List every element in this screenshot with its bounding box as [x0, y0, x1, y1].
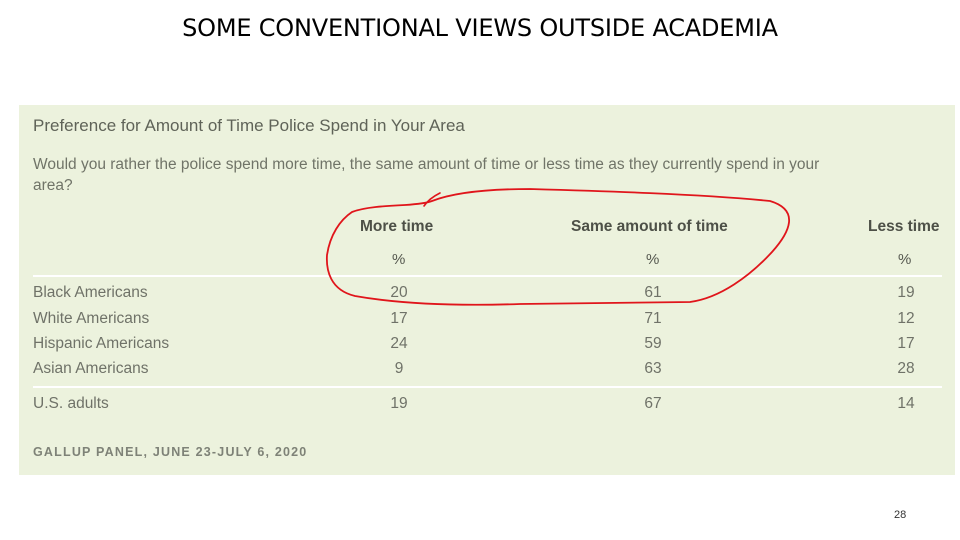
cell-less-time: 17 — [897, 335, 915, 352]
table-row: Asian Americans 9 63 28 — [19, 360, 955, 382]
cell-more-time: 17 — [390, 310, 408, 327]
cell-more-time: 20 — [390, 284, 408, 301]
row-label: Hispanic Americans — [33, 335, 170, 352]
cell-same-time: 67 — [644, 395, 662, 412]
column-header-same-time: Same amount of time — [571, 218, 728, 235]
unit-same-time: % — [646, 251, 660, 268]
panel-heading: Preference for Amount of Time Police Spe… — [33, 116, 465, 135]
cell-less-time: 14 — [897, 395, 915, 412]
source-note: GALLUP PANEL, JUNE 23-JULY 6, 2020 — [33, 445, 308, 459]
annotation-stroke-tail — [423, 192, 441, 207]
table-row: Black Americans 20 61 19 — [19, 284, 955, 306]
row-label: White Americans — [33, 310, 150, 327]
survey-question: Would you rather the police spend more t… — [33, 156, 820, 194]
cell-less-time: 19 — [897, 284, 915, 301]
row-label: U.S. adults — [33, 395, 109, 412]
row-label: Asian Americans — [33, 360, 149, 377]
header-divider — [33, 275, 942, 277]
table-row: White Americans 17 71 12 — [19, 310, 955, 332]
survey-panel: Preference for Amount of Time Police Spe… — [19, 105, 955, 475]
column-header-less-time: Less time — [868, 218, 940, 235]
unit-more-time: % — [392, 251, 406, 268]
annotation-stroke — [325, 188, 790, 306]
column-header-more-time: More time — [360, 218, 434, 235]
cell-same-time: 63 — [644, 360, 662, 377]
table-row: Hispanic Americans 24 59 17 — [19, 335, 955, 357]
row-label: Black Americans — [33, 284, 148, 301]
cell-more-time: 9 — [394, 360, 404, 377]
table-row-total: U.S. adults 19 67 14 — [19, 395, 955, 417]
cell-more-time: 19 — [390, 395, 408, 412]
cell-less-time: 28 — [897, 360, 915, 377]
cell-less-time: 12 — [897, 310, 915, 327]
page-number: 28 — [894, 509, 907, 521]
unit-less-time: % — [898, 251, 912, 268]
cell-same-time: 71 — [644, 310, 662, 327]
slide-title: SOME CONVENTIONAL VIEWS OUTSIDE ACADEMIA — [182, 14, 778, 42]
cell-same-time: 59 — [644, 335, 662, 352]
total-divider — [33, 386, 942, 388]
cell-more-time: 24 — [390, 335, 408, 352]
cell-same-time: 61 — [644, 284, 662, 301]
